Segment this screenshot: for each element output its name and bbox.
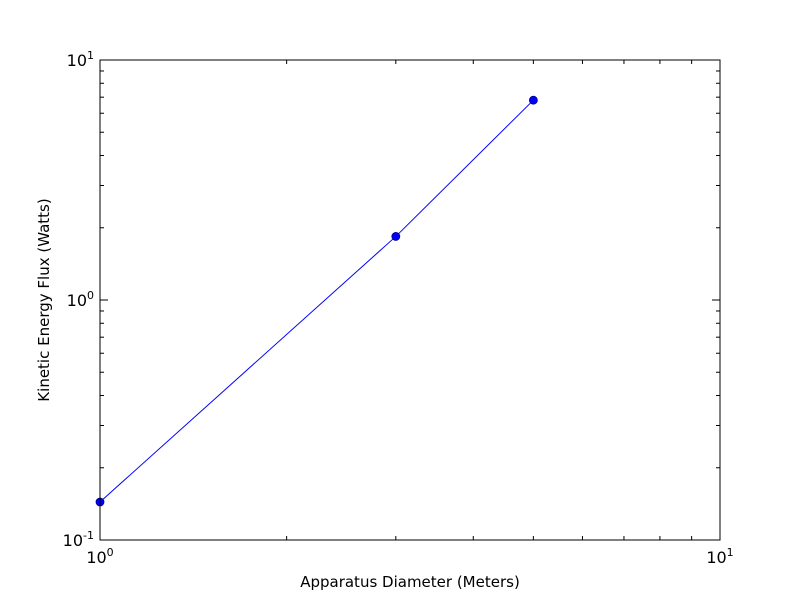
- data-point: [528, 95, 538, 105]
- data-point: [391, 232, 401, 241]
- plot-frame: [99, 59, 721, 541]
- series-layer: [95, 95, 538, 507]
- y-tick-label: 10-1: [63, 529, 94, 550]
- y-tick-label: 101: [67, 49, 94, 70]
- series-line: [99, 99, 534, 503]
- y-tick-label: 100: [67, 289, 94, 310]
- y-axis-label: Kinetic Energy Flux (Watts): [35, 198, 53, 401]
- x-tick-label: 100: [86, 546, 113, 567]
- x-axis-label: Apparatus Diameter (Meters): [300, 573, 520, 591]
- minor-ticks: [100, 60, 720, 540]
- major-ticks: [99, 59, 721, 541]
- x-tick-label: 101: [706, 546, 733, 567]
